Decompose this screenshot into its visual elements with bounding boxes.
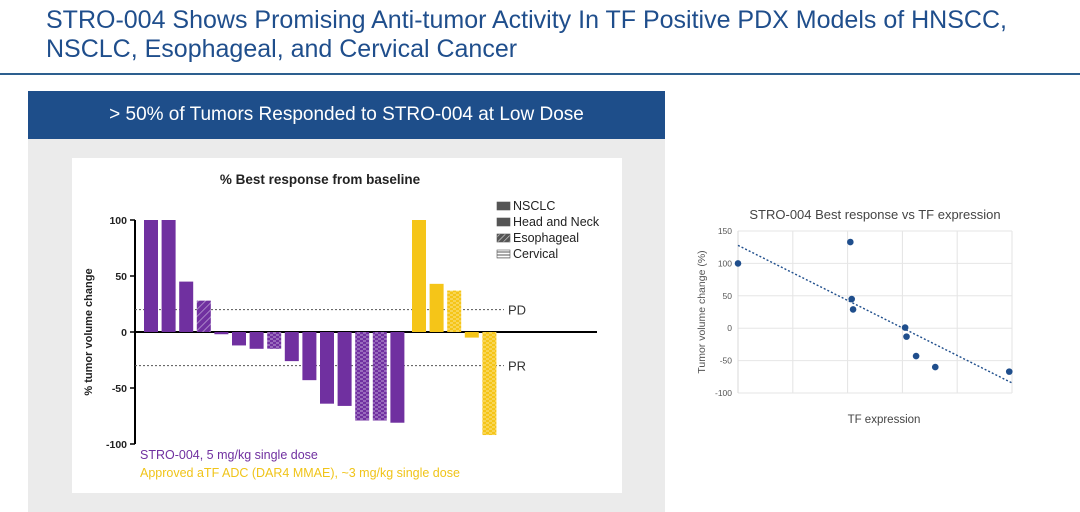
bar: [337, 332, 352, 406]
bar: [196, 300, 211, 332]
panel-header: > 50% of Tumors Responded to STRO-004 at…: [28, 91, 665, 139]
y-tick-label: 0: [727, 323, 732, 333]
trendline: [737, 244, 1013, 384]
series-label-stro004: STRO-004, 5 mg/kg single dose: [140, 448, 318, 462]
bar: [232, 332, 246, 346]
scatter-point: [847, 238, 854, 246]
y-tick-label: 100: [109, 215, 127, 227]
reference-label-pr: PR: [508, 359, 526, 374]
legend-label: Esophageal: [513, 231, 579, 245]
legend-swatch: [496, 233, 511, 243]
scatter-grid: 150 100 50 0 -50 -100: [715, 226, 1013, 398]
scatter-title: STRO-004 Best response vs TF expression: [749, 207, 1000, 222]
bar: [464, 332, 479, 338]
bar: [284, 332, 299, 362]
waterfall-reference-lines: PD PR: [135, 303, 526, 374]
y-tick-label: 100: [718, 258, 732, 268]
bar: [412, 220, 426, 332]
legend-swatch: [496, 249, 511, 259]
series-label-approved-adc: Approved aTF ADC (DAR4 MMAE), ~3 mg/kg s…: [140, 466, 460, 480]
legend-label: Cervical: [513, 247, 558, 261]
scatter-chart: STRO-004 Best response vs TF expression …: [696, 207, 1013, 426]
scatter-point: [734, 260, 742, 267]
scatter-y-axis-label: Tumor volume change (%): [696, 250, 708, 373]
legend-label: Head and Neck: [513, 215, 600, 229]
scatter-x-axis-label: TF expression: [848, 414, 921, 426]
y-tick-label: 0: [121, 327, 127, 339]
scatter-point: [931, 363, 939, 371]
scatter-point: [912, 352, 920, 360]
scatter-point: [903, 333, 910, 340]
scatter-points: [734, 238, 1013, 375]
y-tick-label: -50: [720, 356, 733, 366]
y-tick-label: 150: [718, 226, 732, 236]
waterfall-chart: % Best response from baseline % tumor vo…: [83, 172, 600, 480]
scatter-trendline: [737, 244, 1013, 384]
legend-label: NSCLC: [513, 199, 555, 213]
legend-swatch: [496, 217, 511, 227]
bar: [179, 281, 194, 332]
response-panel: > 50% of Tumors Responded to STRO-004 at…: [28, 91, 665, 512]
y-tick-label: -50: [112, 383, 127, 395]
bar: [482, 332, 497, 436]
reference-label-pd: PD: [508, 303, 526, 318]
legend-swatch: [496, 201, 511, 211]
bar: [267, 332, 282, 349]
waterfall-bars: [144, 220, 497, 436]
bar: [447, 290, 462, 332]
bar: [355, 332, 370, 421]
y-tick-label: -100: [715, 388, 732, 398]
waterfall-title: % Best response from baseline: [220, 172, 421, 187]
slide-title: STRO-004 Shows Promising Anti-tumor Acti…: [46, 6, 1007, 63]
bar: [302, 332, 317, 381]
waterfall-chart-card: % Best response from baseline % tumor vo…: [72, 158, 622, 493]
y-tick-label: 50: [115, 271, 127, 283]
scatter-point: [1005, 368, 1013, 375]
bar: [429, 283, 444, 332]
waterfall-legend: NSCLC Head and Neck Esophageal Cervical: [496, 199, 600, 261]
title-divider: [0, 73, 1080, 75]
bar: [249, 332, 264, 349]
y-tick-label: 50: [723, 291, 733, 301]
y-tick-label: -100: [106, 439, 127, 451]
scatter-point: [901, 324, 909, 331]
bar: [372, 332, 387, 421]
bar: [144, 220, 158, 332]
scatter-point: [848, 295, 856, 303]
bar: [320, 332, 334, 404]
bar: [390, 332, 405, 423]
bar: [161, 220, 176, 332]
scatter-point: [849, 306, 857, 313]
waterfall-y-axis-label: % tumor volume change: [83, 268, 95, 395]
bar: [214, 332, 229, 335]
